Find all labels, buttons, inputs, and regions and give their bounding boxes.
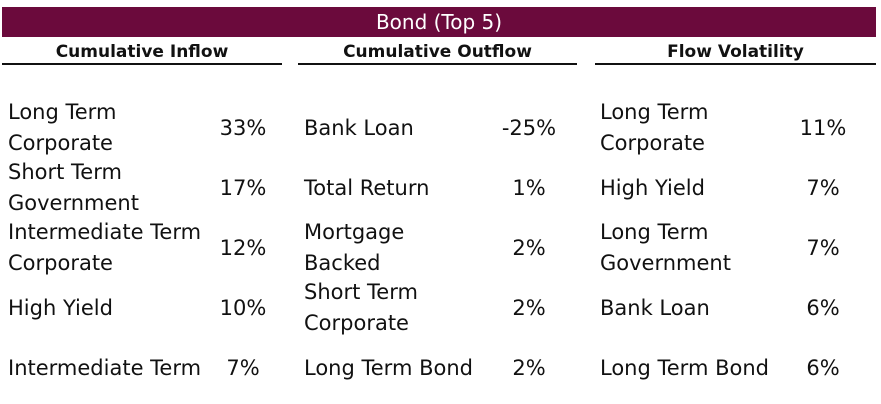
table-row: Intermediate Term 7% (2, 338, 282, 398)
row-label: High Yield (600, 175, 705, 200)
row-label: Total Return (304, 175, 430, 200)
column-cumulative-inflow: Cumulative Inflow Long Term Corporate 33%… (2, 41, 282, 398)
row-label: Bank Loan (600, 295, 710, 320)
table-title-banner: Bond (Top 5) (2, 7, 876, 37)
row-label: Intermediate Term Corporate (8, 220, 202, 275)
row-value: 2% (512, 236, 546, 260)
row-value: 2% (512, 356, 546, 380)
row-label: Short Term Government (8, 160, 139, 215)
row-value: 17% (219, 176, 267, 200)
table-row: Mortgage Backed 2% (298, 218, 577, 278)
row-value: 7% (806, 236, 840, 260)
table-row: Total Return 1% (298, 158, 577, 218)
row-value: 7% (806, 176, 840, 200)
table-row: Short Term Government 17% (2, 158, 282, 218)
column-header: Cumulative Inflow (2, 41, 282, 65)
row-label: Long Term Corporate (8, 100, 117, 155)
row-label: Long Term Corporate (600, 100, 709, 155)
row-label: Short Term Corporate (304, 280, 418, 335)
table-row: Long Term Government 7% (595, 218, 876, 278)
row-value: 2% (512, 296, 546, 320)
table-row: Short Term Corporate 2% (298, 278, 577, 338)
table-row: High Yield 10% (2, 278, 282, 338)
row-value: 7% (226, 356, 260, 380)
table-row: Intermediate Term Corporate 12% (2, 218, 282, 278)
row-label: Intermediate Term (8, 355, 202, 380)
row-label: High Yield (8, 295, 113, 320)
row-value: 6% (806, 356, 840, 380)
table-row: Long Term Bond 6% (595, 338, 876, 398)
row-value: 10% (219, 296, 267, 320)
column-flow-volatility: Flow Volatility Long Term Corporate 11% H… (595, 41, 876, 398)
table-row: Bank Loan -25% (298, 98, 577, 158)
row-value: 1% (512, 176, 546, 200)
row-label: Long Term Government (600, 220, 731, 275)
table-row: Long Term Corporate 33% (2, 98, 282, 158)
row-value: -25% (501, 116, 557, 140)
table-row: High Yield 7% (595, 158, 876, 218)
row-value: 6% (806, 296, 840, 320)
row-value: 33% (219, 116, 267, 140)
row-label: Bank Loan (304, 115, 414, 140)
row-label: Mortgage Backed (304, 220, 405, 275)
row-value: 11% (799, 116, 847, 140)
column-header: Cumulative Outflow (298, 41, 577, 65)
table-row: Long Term Bond 2% (298, 338, 577, 398)
table-row: Long Term Corporate 11% (595, 98, 876, 158)
table-title: Bond (Top 5) (375, 10, 503, 34)
column-header: Flow Volatility (595, 41, 876, 65)
row-value: 12% (219, 236, 267, 260)
table-row: Bank Loan 6% (595, 278, 876, 338)
column-cumulative-outflow: Cumulative Outflow Bank Loan -25% Total R… (298, 41, 577, 398)
row-label: Long Term Bond (304, 355, 473, 380)
row-label: Long Term Bond (600, 355, 769, 380)
